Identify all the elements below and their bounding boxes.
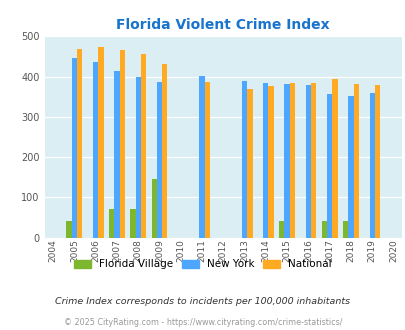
- Title: Florida Violent Crime Index: Florida Violent Crime Index: [116, 18, 329, 32]
- Bar: [374, 85, 379, 238]
- Bar: [119, 50, 125, 238]
- Bar: [130, 209, 135, 238]
- Bar: [199, 76, 204, 238]
- Bar: [109, 209, 114, 238]
- Bar: [321, 221, 326, 238]
- Bar: [114, 71, 119, 238]
- Bar: [162, 64, 167, 238]
- Bar: [77, 49, 82, 238]
- Bar: [326, 94, 331, 238]
- Bar: [98, 47, 103, 238]
- Bar: [156, 82, 162, 238]
- Bar: [241, 81, 247, 238]
- Bar: [66, 221, 72, 238]
- Bar: [268, 86, 273, 238]
- Bar: [204, 82, 209, 238]
- Bar: [347, 96, 353, 238]
- Bar: [262, 83, 268, 238]
- Bar: [342, 221, 347, 238]
- Bar: [151, 179, 156, 238]
- Bar: [310, 83, 315, 238]
- Bar: [141, 54, 146, 238]
- Bar: [369, 93, 374, 238]
- Text: Crime Index corresponds to incidents per 100,000 inhabitants: Crime Index corresponds to incidents per…: [55, 297, 350, 307]
- Bar: [353, 84, 358, 238]
- Bar: [305, 85, 310, 238]
- Bar: [331, 79, 337, 238]
- Bar: [93, 62, 98, 238]
- Bar: [279, 221, 284, 238]
- Bar: [72, 58, 77, 238]
- Bar: [247, 89, 252, 238]
- Bar: [289, 83, 294, 238]
- Bar: [135, 77, 141, 238]
- Bar: [284, 84, 289, 238]
- Legend: Florida Village, New York, National: Florida Village, New York, National: [70, 255, 335, 274]
- Text: © 2025 CityRating.com - https://www.cityrating.com/crime-statistics/: © 2025 CityRating.com - https://www.city…: [64, 318, 341, 327]
